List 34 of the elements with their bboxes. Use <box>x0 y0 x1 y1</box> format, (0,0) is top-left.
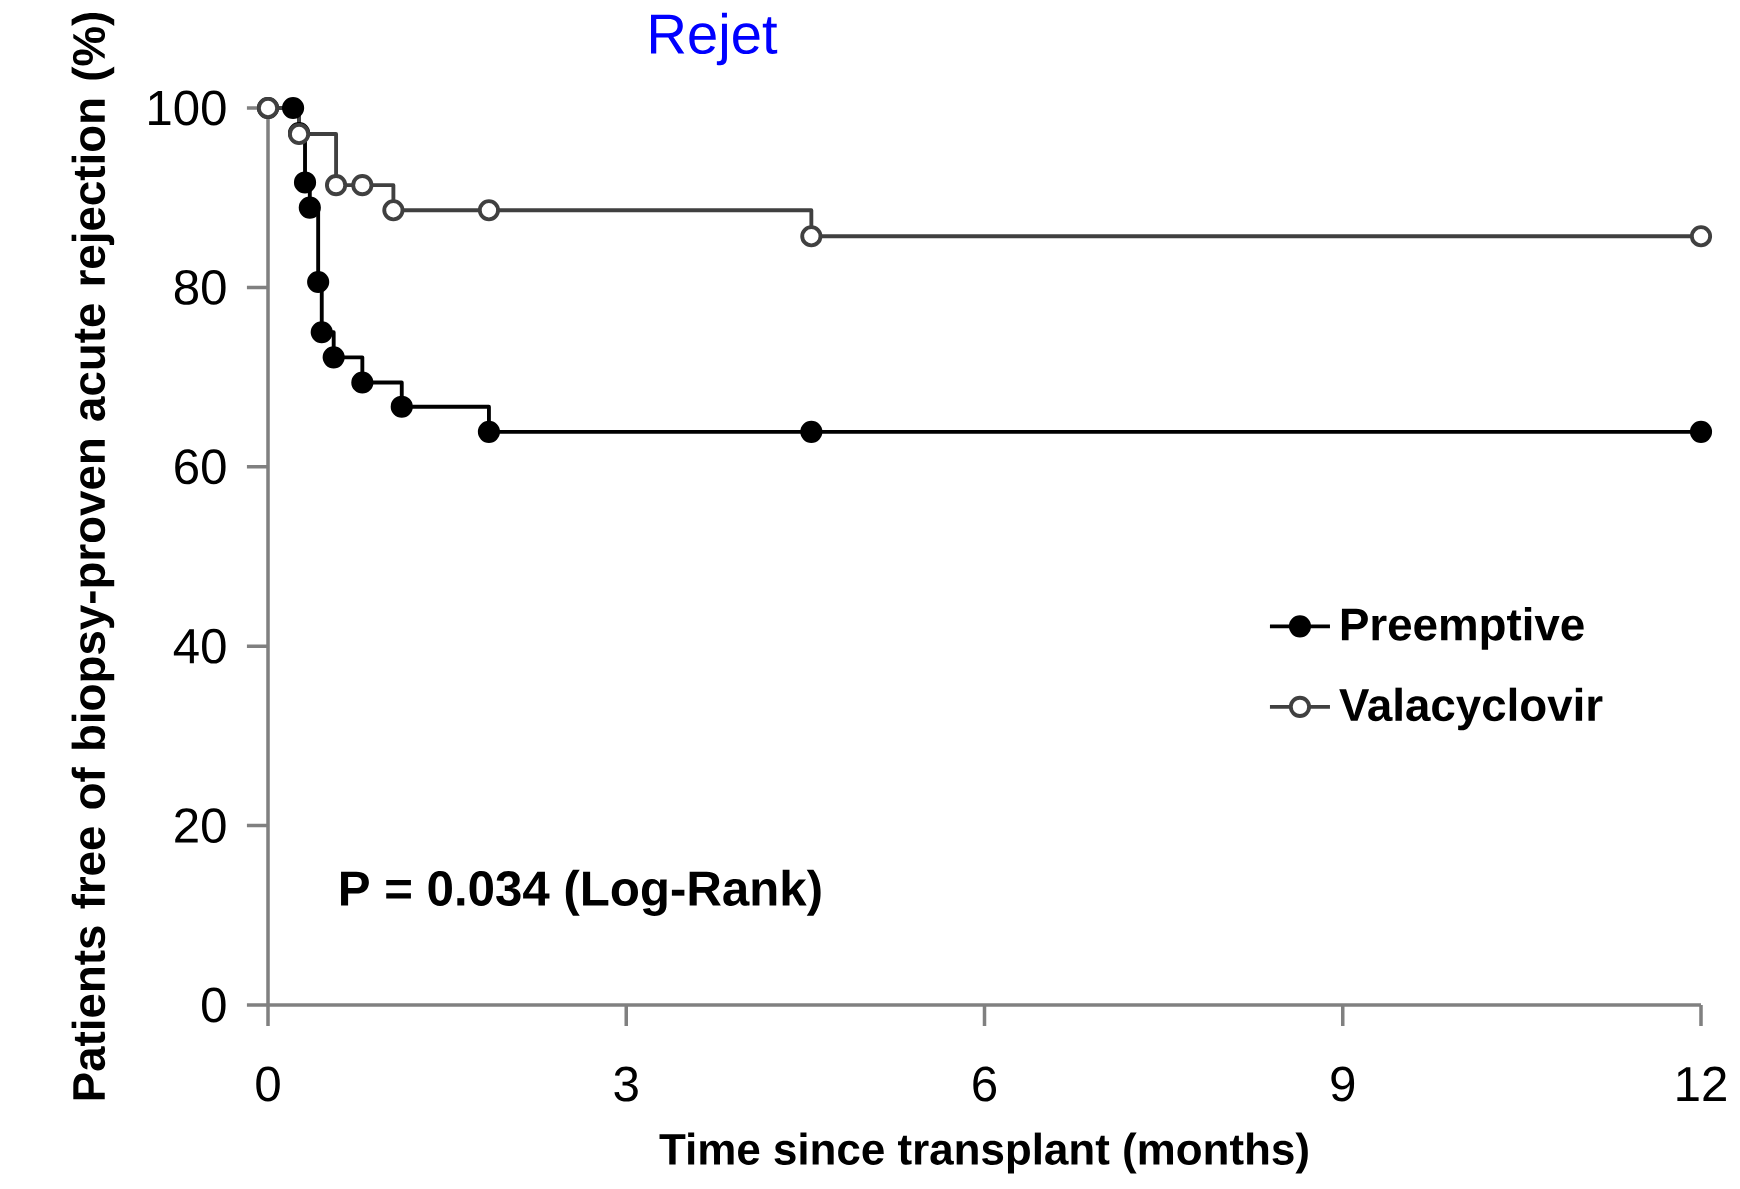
y-tick-label: 60 <box>175 449 226 485</box>
y-tick-label: 100 <box>149 90 226 126</box>
point <box>1689 225 1713 248</box>
point <box>800 225 823 248</box>
point <box>1689 420 1713 443</box>
legend-label: Preemptive <box>1341 607 1584 650</box>
point <box>324 174 348 197</box>
point <box>307 270 330 294</box>
point <box>310 321 333 344</box>
point <box>351 174 374 197</box>
point <box>298 196 321 219</box>
point <box>390 395 413 418</box>
legend-label: Valacyclovir <box>1339 687 1603 731</box>
y-tick-label: 80 <box>174 269 226 305</box>
y-axis-title: Patients free of biopsy-proven acute rejection (%) <box>71 12 115 1100</box>
x-tick-label: 3 <box>614 1066 638 1102</box>
x-tick-label: 9 <box>1331 1066 1355 1102</box>
x-tick-label: 0 <box>256 1066 280 1102</box>
y-tick-label: 0 <box>202 987 226 1023</box>
x-axis-title: Time since transplant (months) <box>659 1132 1308 1174</box>
point <box>800 420 823 443</box>
annotation: P = 0.034 (Log-Rank) <box>341 869 821 916</box>
point <box>351 371 374 394</box>
x-tick-label: 12 <box>1677 1066 1726 1101</box>
point <box>293 171 317 194</box>
point <box>382 199 405 222</box>
point <box>322 346 345 369</box>
y-tick-label: 40 <box>173 628 226 664</box>
point <box>282 96 305 120</box>
x-tick-label: 6 <box>973 1066 997 1102</box>
chart-title: Rejet <box>651 12 778 66</box>
point <box>477 199 501 222</box>
point <box>477 420 501 443</box>
y-tick-label: 20 <box>175 808 226 844</box>
